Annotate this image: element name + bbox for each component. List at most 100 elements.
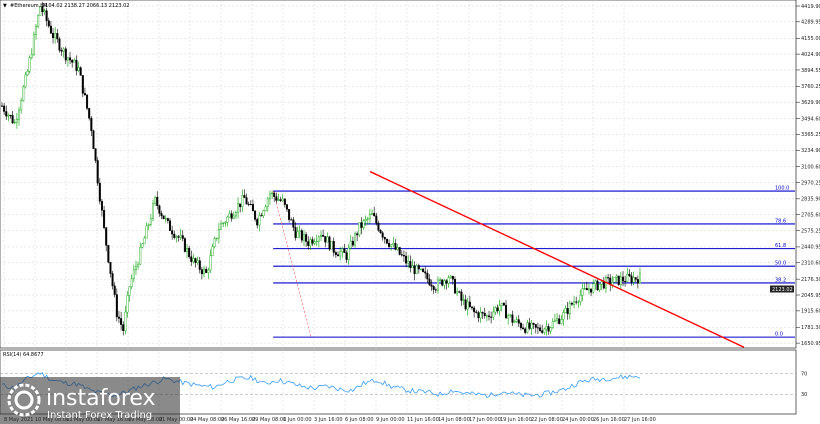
candle-body (422, 268, 425, 272)
candle-body (394, 243, 397, 250)
candle-body (430, 284, 433, 287)
candle-body (307, 241, 310, 246)
candle-body (117, 316, 120, 319)
candle-body (553, 319, 556, 322)
candle-body (115, 294, 118, 318)
candle-body (600, 281, 603, 285)
time-tick-label: 19 Jun 16:00 (500, 417, 532, 423)
candle-body (364, 219, 367, 221)
candle-body (590, 288, 593, 293)
candle-body (296, 231, 299, 238)
candle-body (483, 312, 486, 316)
candle-body (436, 279, 439, 291)
candle-body (130, 278, 133, 287)
candle-body (334, 252, 337, 255)
candle-body (305, 234, 308, 242)
candle-body (39, 6, 42, 16)
candle-body (634, 277, 637, 280)
candle-body (349, 240, 352, 249)
candle-body (549, 327, 552, 332)
time-tick-label: 1 Jun 00:00 (283, 417, 312, 423)
candle-body (243, 195, 246, 198)
candle-body (113, 285, 116, 295)
price-tick-label: 4289.95 (801, 20, 820, 26)
candle-body (441, 279, 444, 286)
price-tick-label: 3365.25 (801, 132, 820, 138)
candle-body (79, 67, 82, 76)
candle-body (477, 312, 480, 319)
candle-body (505, 304, 508, 319)
instaforex-logo-icon (7, 383, 41, 417)
candle-body (7, 115, 10, 117)
candle-body (173, 233, 176, 238)
candle-body (619, 276, 622, 285)
candle-body (311, 239, 314, 244)
candle-body (220, 223, 223, 230)
candle-body (313, 241, 316, 244)
candle-body (169, 220, 172, 231)
candle-body (532, 323, 535, 325)
candle-body (513, 321, 516, 323)
candle-body (43, 10, 46, 13)
candle-body (54, 33, 57, 38)
candle-body (411, 265, 414, 268)
candle-body (196, 260, 199, 263)
candle-body (526, 322, 529, 333)
candle-body (200, 269, 203, 275)
candle-body (388, 243, 391, 247)
candle-body (77, 67, 80, 71)
candle-body (568, 302, 571, 315)
candle-body (132, 269, 135, 279)
candle-body (94, 148, 97, 161)
price-candles (1, 1, 642, 336)
candle-body (18, 109, 21, 120)
candle-body (279, 199, 282, 201)
candle-body (585, 288, 588, 291)
candle-body (288, 209, 291, 220)
candle-body (309, 239, 312, 246)
candle-body (141, 243, 144, 248)
candle-body (300, 230, 303, 241)
candle-body (249, 204, 252, 206)
candle-body (66, 57, 69, 61)
price-tick-label: 4155.00 (801, 36, 820, 42)
candle-body (100, 201, 103, 211)
price-tick-label: 4024.90 (801, 52, 820, 58)
candle-body (611, 282, 614, 285)
candle-body (126, 295, 129, 313)
candle-body (81, 75, 84, 94)
fib-level-label: 50.0 (775, 261, 786, 267)
candle-body (83, 93, 86, 96)
candle-body (64, 48, 67, 61)
candle-body (358, 222, 361, 236)
candle-body (88, 108, 91, 119)
candle-body (479, 312, 482, 319)
header-marker-icon: ▼ (3, 3, 7, 9)
candle-body (626, 273, 629, 282)
candle-body (536, 327, 539, 329)
candle-body (392, 243, 395, 245)
candle-body (413, 265, 416, 274)
candle-body (562, 312, 565, 320)
candle-body (519, 323, 522, 329)
candle-body (351, 240, 354, 246)
candle-body (475, 311, 478, 313)
candle-body (415, 265, 418, 274)
price-tick-label: 2045.95 (801, 293, 820, 299)
candle-body (564, 308, 567, 313)
candle-body (547, 326, 550, 332)
candle-body (190, 256, 193, 262)
candle-body (462, 299, 465, 301)
candle-body (1, 105, 4, 107)
candle-body (383, 237, 386, 240)
candle-body (624, 280, 627, 282)
candle-body (156, 196, 159, 206)
price-tick-label: 2176.30 (801, 277, 820, 283)
watermark-tagline: Instant Forex Trading (47, 410, 152, 421)
candle-body (428, 278, 431, 286)
candle-body (464, 299, 467, 310)
candle-body (209, 255, 212, 271)
candle-body (22, 86, 25, 101)
ohlc-readout: 2104.02 2138.27 2066.13 2123.02 (42, 3, 129, 9)
candle-body (502, 302, 505, 306)
